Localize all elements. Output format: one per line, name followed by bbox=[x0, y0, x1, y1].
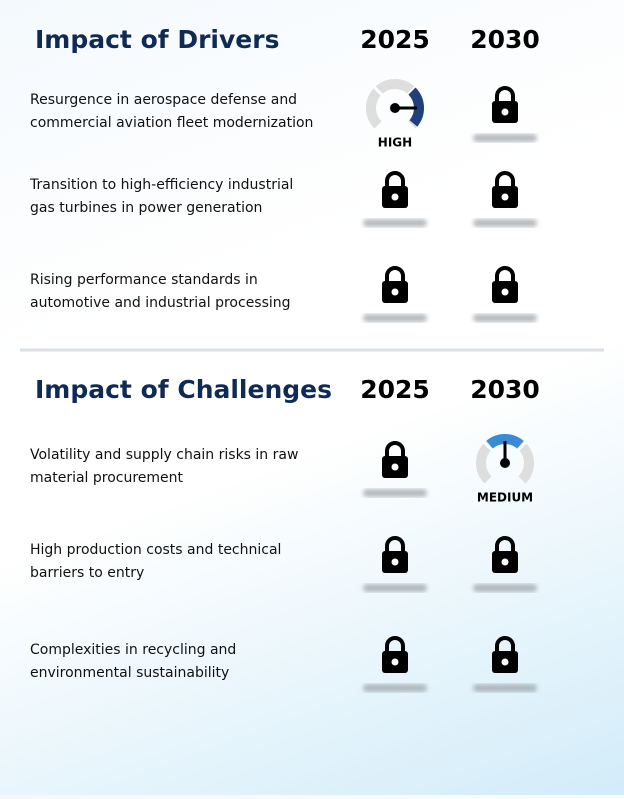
row-label: barriers to entry bbox=[30, 565, 144, 581]
lock-hole bbox=[391, 288, 399, 296]
lock-icon bbox=[473, 86, 537, 142]
blurred-rating bbox=[363, 584, 427, 592]
gauge-segment bbox=[486, 434, 524, 449]
lock-icon bbox=[363, 441, 427, 497]
gauge-label: MEDIUM bbox=[477, 491, 533, 505]
year-header: 2030 bbox=[470, 375, 540, 404]
lock-hole bbox=[501, 288, 509, 296]
blurred-rating bbox=[363, 684, 427, 692]
gauge-segment bbox=[408, 87, 424, 127]
lock-icon bbox=[363, 171, 427, 227]
row-label: Rising performance standards in bbox=[30, 272, 258, 288]
blurred-rating bbox=[473, 219, 537, 227]
year-header: 2025 bbox=[360, 375, 430, 404]
lock-shackle bbox=[385, 266, 405, 282]
lock-icon bbox=[363, 266, 427, 322]
gauge-label: HIGH bbox=[378, 136, 412, 150]
lock-shackle bbox=[385, 536, 405, 552]
lock-hole bbox=[501, 108, 509, 116]
lock-shackle bbox=[495, 171, 515, 187]
blurred-rating bbox=[363, 314, 427, 322]
gauge-gap bbox=[516, 440, 528, 452]
lock-icon bbox=[473, 266, 537, 322]
lock-shackle bbox=[495, 536, 515, 552]
lock-shackle bbox=[385, 636, 405, 652]
lock-shackle bbox=[385, 441, 405, 457]
gauge-gap bbox=[372, 85, 384, 97]
gauge-hub bbox=[390, 103, 400, 113]
lock-hole bbox=[391, 193, 399, 201]
lock-shackle bbox=[495, 86, 515, 102]
lock-icon bbox=[473, 536, 537, 592]
lock-icon bbox=[363, 536, 427, 592]
row-label: automotive and industrial processing bbox=[30, 295, 291, 311]
lock-icon bbox=[473, 636, 537, 692]
row-label: Resurgence in aerospace defense and bbox=[30, 92, 297, 108]
year-header: 2025 bbox=[360, 25, 430, 54]
row-label: Volatility and supply chain risks in raw bbox=[30, 447, 298, 463]
gauge-gap bbox=[482, 440, 494, 452]
row-label: commercial aviation fleet modernization bbox=[30, 115, 313, 131]
row-label: High production costs and technical bbox=[30, 542, 281, 558]
year-header: 2030 bbox=[470, 25, 540, 54]
row-label: material procurement bbox=[30, 470, 184, 486]
blurred-rating bbox=[363, 489, 427, 497]
section-title: Impact of Drivers bbox=[35, 25, 279, 54]
blurred-rating bbox=[473, 314, 537, 322]
blurred-rating bbox=[473, 584, 537, 592]
gauge-hub bbox=[500, 458, 510, 468]
row-label: gas turbines in power generation bbox=[30, 200, 262, 216]
section-title: Impact of Challenges bbox=[35, 375, 332, 404]
row-label: environmental sustainability bbox=[30, 665, 229, 681]
row-label: Transition to high-efficiency industrial bbox=[29, 177, 293, 193]
blurred-rating bbox=[473, 684, 537, 692]
lock-hole bbox=[501, 558, 509, 566]
lock-hole bbox=[391, 558, 399, 566]
lock-hole bbox=[391, 658, 399, 666]
lock-icon bbox=[473, 171, 537, 227]
blurred-rating bbox=[363, 219, 427, 227]
lock-icon bbox=[363, 636, 427, 692]
lock-shackle bbox=[495, 636, 515, 652]
row-label: Complexities in recycling and bbox=[30, 642, 236, 658]
blurred-rating bbox=[473, 134, 537, 142]
lock-shackle bbox=[385, 171, 405, 187]
lock-shackle bbox=[495, 266, 515, 282]
lock-hole bbox=[391, 463, 399, 471]
lock-hole bbox=[501, 193, 509, 201]
lock-hole bbox=[501, 658, 509, 666]
